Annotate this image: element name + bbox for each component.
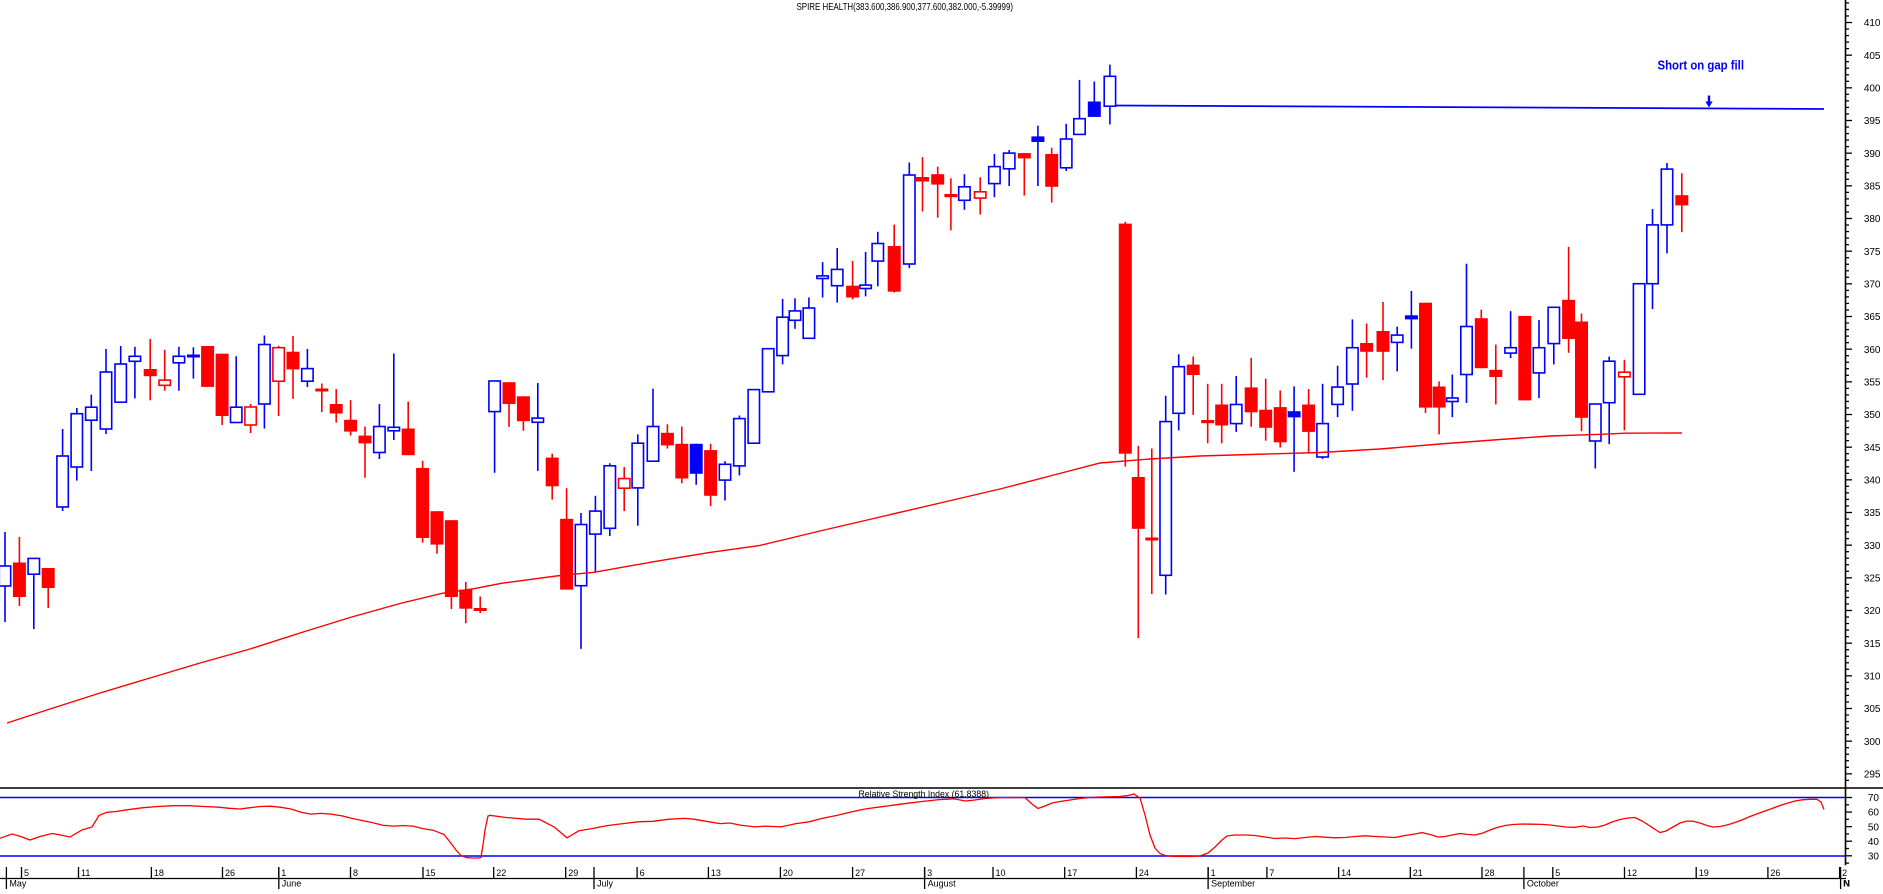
svg-text:N: N bbox=[1844, 879, 1851, 889]
svg-text:360: 360 bbox=[1864, 345, 1881, 356]
svg-text:60: 60 bbox=[1868, 808, 1880, 819]
svg-text:5: 5 bbox=[24, 868, 29, 878]
svg-text:315: 315 bbox=[1864, 639, 1881, 650]
svg-text:June: June bbox=[282, 879, 302, 889]
svg-text:21: 21 bbox=[1413, 868, 1423, 878]
svg-text:26: 26 bbox=[225, 868, 235, 878]
svg-text:7: 7 bbox=[1269, 868, 1274, 878]
svg-text:2: 2 bbox=[1842, 868, 1847, 878]
svg-text:330: 330 bbox=[1864, 541, 1881, 552]
svg-text:30: 30 bbox=[1868, 851, 1880, 862]
svg-text:5: 5 bbox=[1555, 868, 1560, 878]
svg-text:350: 350 bbox=[1864, 410, 1881, 421]
svg-text:3: 3 bbox=[927, 868, 932, 878]
svg-text:345: 345 bbox=[1864, 443, 1881, 454]
svg-text:295: 295 bbox=[1864, 769, 1881, 780]
svg-text:390: 390 bbox=[1864, 149, 1881, 160]
svg-text:N: N bbox=[1843, 879, 1850, 889]
svg-text:13: 13 bbox=[711, 868, 721, 878]
svg-text:50: 50 bbox=[1868, 822, 1880, 833]
svg-text:12: 12 bbox=[1627, 868, 1637, 878]
svg-text:10: 10 bbox=[996, 868, 1006, 878]
svg-text:11: 11 bbox=[81, 868, 90, 878]
svg-text:380: 380 bbox=[1864, 214, 1881, 225]
svg-text:370: 370 bbox=[1864, 279, 1881, 290]
svg-text:Relative Strength Index (61.83: Relative Strength Index (61.8388) bbox=[859, 789, 990, 799]
svg-text:1: 1 bbox=[1211, 868, 1216, 878]
svg-text:15: 15 bbox=[426, 868, 436, 878]
svg-text:17: 17 bbox=[1067, 868, 1077, 878]
svg-text:September: September bbox=[1211, 879, 1255, 889]
svg-text:70: 70 bbox=[1868, 793, 1880, 804]
svg-text:6: 6 bbox=[640, 868, 645, 878]
svg-text:22: 22 bbox=[496, 868, 506, 878]
svg-text:1: 1 bbox=[281, 868, 286, 878]
svg-text:300: 300 bbox=[1864, 737, 1881, 748]
svg-text:325: 325 bbox=[1864, 573, 1881, 584]
svg-text:340: 340 bbox=[1864, 475, 1881, 486]
svg-text:405: 405 bbox=[1864, 51, 1881, 62]
svg-text:August: August bbox=[928, 879, 957, 889]
svg-text:19: 19 bbox=[1699, 868, 1709, 878]
svg-text:24: 24 bbox=[1139, 868, 1149, 878]
svg-text:27: 27 bbox=[855, 868, 865, 878]
svg-text:310: 310 bbox=[1864, 671, 1881, 682]
svg-text:Short on gap fill: Short on gap fill bbox=[1658, 57, 1745, 72]
svg-text:335: 335 bbox=[1864, 508, 1881, 519]
svg-text:40: 40 bbox=[1868, 837, 1880, 848]
svg-text:26: 26 bbox=[1770, 868, 1780, 878]
svg-text:305: 305 bbox=[1864, 704, 1881, 715]
svg-text:395: 395 bbox=[1864, 116, 1881, 127]
svg-text:320: 320 bbox=[1864, 606, 1881, 617]
svg-text:355: 355 bbox=[1864, 377, 1881, 388]
svg-text:400: 400 bbox=[1864, 83, 1881, 94]
svg-text:14: 14 bbox=[1341, 868, 1351, 878]
svg-text:18: 18 bbox=[154, 868, 164, 878]
svg-text:29: 29 bbox=[568, 868, 578, 878]
svg-text:375: 375 bbox=[1864, 247, 1881, 258]
svg-text:8: 8 bbox=[353, 868, 358, 878]
svg-text:28: 28 bbox=[1485, 868, 1495, 878]
svg-text:20: 20 bbox=[783, 868, 793, 878]
svg-text:385: 385 bbox=[1864, 181, 1881, 192]
svg-text:410: 410 bbox=[1864, 18, 1881, 29]
svg-text:May: May bbox=[9, 879, 27, 889]
svg-text:July: July bbox=[597, 879, 614, 889]
svg-text:SPIRE HEALTH(383.600,386.900,3: SPIRE HEALTH(383.600,386.900,377.600,382… bbox=[797, 1, 1014, 13]
svg-text:365: 365 bbox=[1864, 312, 1881, 323]
svg-text:October: October bbox=[1527, 879, 1559, 889]
